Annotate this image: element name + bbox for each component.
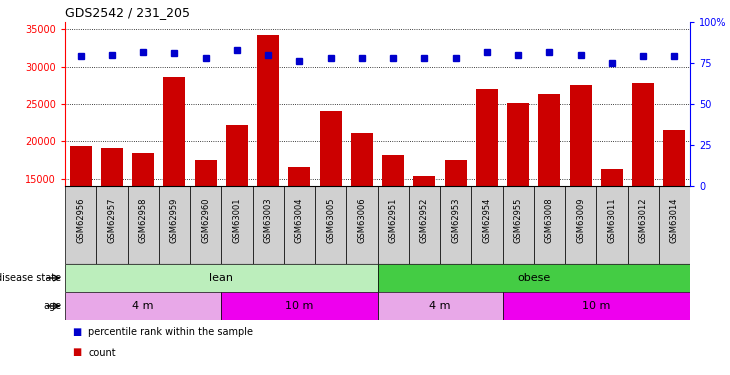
Bar bbox=[96, 186, 128, 264]
Bar bbox=[565, 186, 596, 264]
Bar bbox=[658, 186, 690, 264]
Bar bbox=[539, 94, 561, 186]
Text: GSM62958: GSM62958 bbox=[139, 198, 147, 243]
Text: GSM62957: GSM62957 bbox=[107, 198, 116, 243]
Bar bbox=[383, 155, 404, 186]
Text: age: age bbox=[43, 301, 61, 311]
Text: GSM63011: GSM63011 bbox=[607, 198, 616, 243]
Bar bbox=[69, 147, 91, 186]
Bar bbox=[128, 186, 158, 264]
Text: GSM63014: GSM63014 bbox=[670, 198, 679, 243]
Bar bbox=[158, 186, 190, 264]
Text: GSM63009: GSM63009 bbox=[576, 198, 585, 243]
Text: GSM62960: GSM62960 bbox=[201, 198, 210, 243]
Bar bbox=[409, 186, 440, 264]
Text: ■: ■ bbox=[72, 327, 82, 337]
Text: disease state: disease state bbox=[0, 273, 61, 283]
Bar bbox=[472, 186, 502, 264]
Bar bbox=[253, 186, 284, 264]
Text: GSM63004: GSM63004 bbox=[295, 198, 304, 243]
Bar bbox=[132, 153, 154, 186]
Text: GSM62951: GSM62951 bbox=[388, 198, 398, 243]
Text: 10 m: 10 m bbox=[582, 301, 610, 311]
Text: ■: ■ bbox=[72, 348, 82, 357]
Bar bbox=[320, 111, 342, 186]
Bar bbox=[502, 292, 690, 320]
Text: GSM63008: GSM63008 bbox=[545, 198, 554, 243]
Bar bbox=[413, 176, 435, 186]
Bar bbox=[190, 186, 221, 264]
Text: GSM63006: GSM63006 bbox=[358, 198, 366, 243]
Text: 10 m: 10 m bbox=[285, 301, 314, 311]
Bar bbox=[226, 125, 247, 186]
Bar bbox=[377, 186, 409, 264]
Bar bbox=[502, 186, 534, 264]
Bar bbox=[65, 292, 221, 320]
Bar bbox=[628, 186, 658, 264]
Bar bbox=[288, 167, 310, 186]
Text: GSM63003: GSM63003 bbox=[264, 198, 272, 243]
Bar bbox=[507, 102, 529, 186]
Text: GSM62952: GSM62952 bbox=[420, 198, 429, 243]
Bar bbox=[445, 160, 466, 186]
Bar bbox=[351, 133, 373, 186]
Bar bbox=[65, 186, 96, 264]
Bar bbox=[476, 89, 498, 186]
Bar bbox=[632, 83, 654, 186]
Bar bbox=[284, 186, 315, 264]
Bar bbox=[65, 264, 377, 292]
Bar bbox=[596, 186, 628, 264]
Bar bbox=[569, 86, 591, 186]
Text: GSM62955: GSM62955 bbox=[514, 198, 523, 243]
Text: GSM62956: GSM62956 bbox=[76, 198, 85, 243]
Bar bbox=[534, 186, 565, 264]
Text: 4 m: 4 m bbox=[429, 301, 450, 311]
Bar bbox=[346, 186, 377, 264]
Bar bbox=[315, 186, 346, 264]
Text: GDS2542 / 231_205: GDS2542 / 231_205 bbox=[65, 6, 190, 20]
Bar bbox=[221, 292, 377, 320]
Bar bbox=[101, 148, 123, 186]
Text: count: count bbox=[88, 348, 116, 357]
Text: GSM62959: GSM62959 bbox=[170, 198, 179, 243]
Bar bbox=[257, 35, 279, 186]
Bar bbox=[664, 130, 685, 186]
Bar bbox=[377, 264, 690, 292]
Text: GSM63012: GSM63012 bbox=[639, 198, 648, 243]
Bar bbox=[440, 186, 472, 264]
Text: GSM63005: GSM63005 bbox=[326, 198, 335, 243]
Text: percentile rank within the sample: percentile rank within the sample bbox=[88, 327, 253, 337]
Text: GSM62954: GSM62954 bbox=[483, 198, 491, 243]
Text: 4 m: 4 m bbox=[132, 301, 154, 311]
Text: GSM62953: GSM62953 bbox=[451, 198, 460, 243]
Text: GSM63001: GSM63001 bbox=[232, 198, 242, 243]
Bar bbox=[601, 169, 623, 186]
Bar bbox=[221, 186, 253, 264]
Text: obese: obese bbox=[517, 273, 550, 283]
Bar bbox=[195, 160, 217, 186]
Text: lean: lean bbox=[210, 273, 234, 283]
Bar bbox=[164, 77, 185, 186]
Bar bbox=[377, 292, 502, 320]
